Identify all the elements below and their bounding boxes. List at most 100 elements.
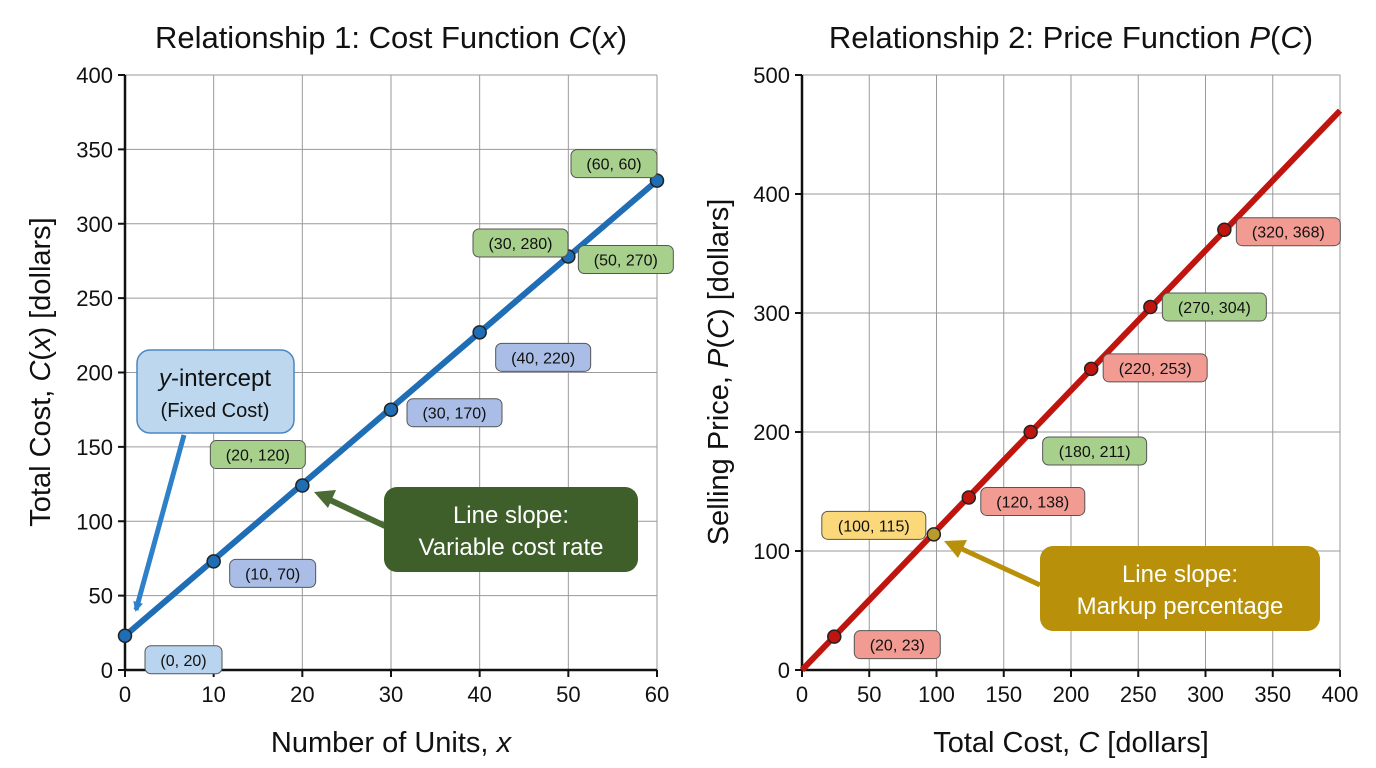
y-tick-label: 50 xyxy=(89,584,113,609)
y-tick-label: 300 xyxy=(753,301,790,326)
variable-cost-arrow-shaft xyxy=(328,497,387,529)
markup-arrow-shaft xyxy=(960,546,1042,588)
markup-arrow-head xyxy=(944,540,967,558)
data-label-text: (20, 23) xyxy=(870,638,925,655)
y-tick-label: 250 xyxy=(76,286,113,311)
data-label-text: (10, 70) xyxy=(245,566,300,583)
data-label: (50, 270) xyxy=(577,244,674,274)
data-label: (40, 220) xyxy=(495,342,592,372)
y-tick-label: 400 xyxy=(76,63,113,88)
cost-function-chart: Relationship 1: Cost Function C(x) 0 10 20… xyxy=(25,20,674,759)
data-point xyxy=(1217,222,1232,237)
data-point xyxy=(206,554,221,569)
data-label: (60, 60) xyxy=(570,149,658,179)
x-tick-label: 100 xyxy=(918,682,955,707)
data-point xyxy=(926,527,942,542)
data-label-box xyxy=(406,398,503,428)
chart-title: Relationship 1: Cost Function C(x) xyxy=(155,20,627,55)
markup-callout-line1: Line slope: xyxy=(1122,561,1238,588)
x-tick-label: 150 xyxy=(985,682,1022,707)
data-label-text: (120, 138) xyxy=(996,494,1069,511)
data-label-text: (0, 20) xyxy=(160,653,206,670)
y-tick-label: 300 xyxy=(76,212,113,237)
chart-title: Relationship 2: Price Function P(C) xyxy=(829,20,1313,55)
x-tick-label: 60 xyxy=(645,682,669,707)
x-tick-label: 350 xyxy=(1254,682,1291,707)
data-label-text: (270, 304) xyxy=(1178,300,1251,317)
variable-cost-arrow-head xyxy=(314,490,336,508)
markup-annotation: Line slope: Markup percentage xyxy=(944,540,1320,631)
data-point xyxy=(383,402,399,417)
x-tick-label: 0 xyxy=(119,682,131,707)
data-label-box xyxy=(229,558,317,588)
x-tick-label: 10 xyxy=(201,682,225,707)
data-label-box xyxy=(1161,292,1267,322)
markup-callout-line2: Markup percentage xyxy=(1077,593,1284,620)
x-tick-label: 20 xyxy=(290,682,314,707)
data-point xyxy=(295,478,310,493)
x-tick-label: 40 xyxy=(467,682,491,707)
data-label-box xyxy=(577,244,674,274)
data-label-text: (100, 115) xyxy=(838,518,910,535)
y-tick-label: 500 xyxy=(753,63,790,88)
data-point xyxy=(961,490,977,505)
price-function-chart: Relationship 2: Price Function P(C) 0 50 1… xyxy=(703,20,1358,759)
variable-cost-callout-line2: Variable cost rate xyxy=(419,534,604,561)
data-point xyxy=(1023,424,1038,440)
data-point xyxy=(117,628,133,644)
data-label-box xyxy=(1235,217,1341,247)
data-label-box xyxy=(1102,353,1208,383)
data-label-text: (30, 280) xyxy=(488,236,552,253)
data-label: (10, 70) xyxy=(229,558,317,588)
price-series: (20, 23) (100, 115) (120, 138) (180, 211) (2… xyxy=(799,108,1343,673)
data-label-box xyxy=(1042,436,1148,466)
y-tick-label: 400 xyxy=(753,182,790,207)
series-line xyxy=(799,108,1343,673)
data-label: (180, 211) xyxy=(1042,436,1148,466)
data-label-box xyxy=(570,149,658,179)
x-axis-label: Number of Units, x xyxy=(271,727,513,759)
y-axis-ticks: 0 100 200 300 400 500 xyxy=(753,63,802,683)
cost-series: (0, 20) (10, 70) (20, 120) (30, 170) (40, 22… xyxy=(117,149,674,675)
y-intercept-arrow xyxy=(133,434,187,612)
data-label-text: (20, 120) xyxy=(226,448,290,465)
y-intercept-callout-box xyxy=(136,349,295,434)
x-tick-label: 200 xyxy=(1053,682,1090,707)
data-label-text: (50, 270) xyxy=(594,252,658,269)
data-label-text: (30, 170) xyxy=(422,406,486,423)
y-axis-ticks: 0 50 100 150 200 250 300 350 400 xyxy=(76,63,125,683)
data-point xyxy=(827,629,842,644)
y-tick-label: 350 xyxy=(76,137,113,162)
x-tick-label: 0 xyxy=(796,682,808,707)
variable-cost-annotation: Line slope: Variable cost rate xyxy=(314,487,638,572)
data-label: (30, 280) xyxy=(472,228,569,258)
x-tick-label: 50 xyxy=(556,682,580,707)
data-label-text: (220, 253) xyxy=(1119,361,1192,378)
data-label-text: (60, 60) xyxy=(586,157,641,174)
x-tick-label: 400 xyxy=(1322,682,1359,707)
data-label: (220, 253) xyxy=(1102,353,1208,383)
data-label-text: (320, 368) xyxy=(1252,225,1325,242)
y-tick-label: 100 xyxy=(76,509,113,534)
x-tick-label: 50 xyxy=(857,682,881,707)
data-label: (120, 138) xyxy=(980,486,1086,516)
y-tick-label: 0 xyxy=(101,658,113,683)
y-tick-label: 150 xyxy=(76,435,113,460)
data-label: (0, 20) xyxy=(144,645,223,675)
data-label: (100, 115) xyxy=(821,510,927,540)
markup-callout-box xyxy=(1040,546,1320,631)
y-intercept-callout-title: y-intercept xyxy=(157,365,271,392)
y-tick-label: 100 xyxy=(753,539,790,564)
data-label-box xyxy=(495,342,592,372)
data-point xyxy=(1083,361,1099,377)
data-label: (20, 120) xyxy=(209,440,306,470)
variable-cost-callout-line1: Line slope: xyxy=(453,502,569,529)
data-label-box xyxy=(853,630,941,660)
data-label-box xyxy=(209,440,306,470)
y-axis-label: Selling Price, P(C) [dollars] xyxy=(703,199,735,546)
data-label: (20, 23) xyxy=(853,630,941,660)
y-axis-label: Total Cost, C(x) [dollars] xyxy=(25,217,57,526)
x-axis-ticks: 0 50 100 150 200 250 300 350 400 xyxy=(796,670,1358,707)
data-label-text: (180, 211) xyxy=(1059,444,1131,461)
